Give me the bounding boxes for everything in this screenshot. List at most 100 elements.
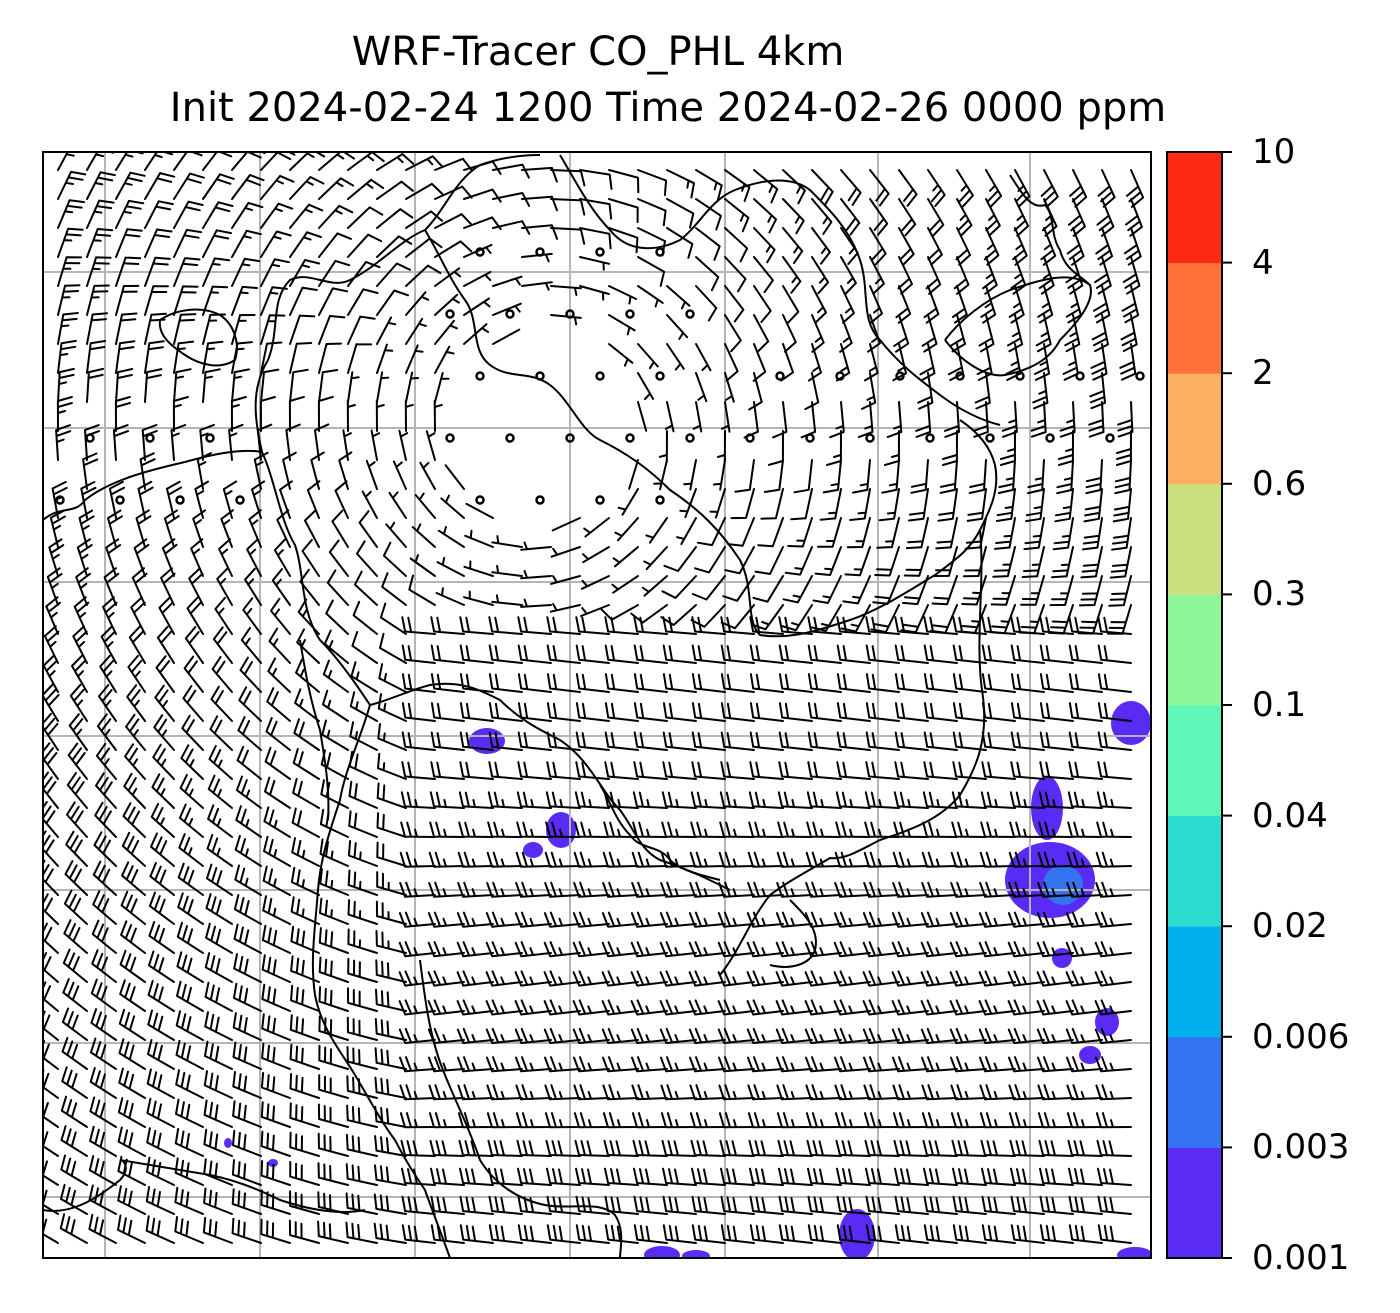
wind-barb	[746, 999, 784, 1016]
wind-barb	[72, 625, 88, 664]
wind-barb	[778, 673, 813, 693]
wind-barb	[377, 723, 407, 751]
colorbar-tick-label: 0.6	[1252, 463, 1307, 504]
wind-barb	[144, 228, 173, 258]
wind-barb	[1068, 761, 1103, 780]
wind-barb	[289, 1102, 320, 1128]
wind-barb	[488, 616, 523, 635]
wind-barb	[173, 313, 197, 345]
wind-barb	[318, 927, 349, 954]
wind-barb	[458, 1139, 494, 1157]
wind-barb	[573, 881, 610, 898]
wind-barb	[1036, 941, 1074, 958]
wind-barb	[434, 319, 458, 345]
wind-barb	[852, 459, 871, 494]
wind-barb	[289, 314, 316, 345]
wind-barb	[428, 1056, 465, 1073]
wind-barb	[749, 673, 784, 693]
wind-barb	[920, 941, 958, 958]
wind-barb	[322, 659, 349, 693]
wind-barb	[88, 1155, 117, 1186]
wind-barb	[782, 285, 800, 324]
wind-barb	[515, 1084, 552, 1101]
wind-barb	[575, 616, 610, 635]
wind-barb	[456, 1027, 494, 1044]
wind-barb	[436, 556, 465, 577]
wind-barb	[921, 881, 958, 898]
wind-barb	[150, 802, 175, 838]
wind-barb	[602, 1084, 639, 1101]
wind-barb	[425, 430, 436, 461]
wind-barb	[174, 1216, 204, 1244]
wind-barb	[214, 596, 233, 635]
wind-barb	[347, 928, 378, 954]
wind-barb	[979, 1084, 1016, 1101]
wind-barb	[782, 314, 797, 353]
map-background	[43, 152, 1151, 1258]
wind-barb	[833, 970, 871, 987]
wind-barb	[263, 835, 291, 867]
calm-marker	[685, 433, 695, 443]
wind-barb	[573, 851, 610, 868]
wind-barb	[105, 538, 122, 577]
wind-barb	[1010, 644, 1045, 664]
wind-barb	[660, 1056, 697, 1073]
wind-barb	[719, 821, 755, 838]
calm-marker	[985, 433, 995, 443]
wind-barb	[486, 851, 523, 868]
wind-barb	[691, 644, 726, 664]
wind-barb	[399, 1112, 436, 1129]
co-plume	[523, 842, 543, 858]
wind-barb	[115, 284, 140, 316]
wind-barb	[666, 314, 689, 340]
wind-barb	[90, 1037, 117, 1070]
wind-barb	[57, 152, 85, 171]
wind-barb	[631, 851, 668, 868]
wind-barb	[949, 999, 987, 1016]
wind-barb	[1068, 702, 1103, 722]
wind-barb	[163, 509, 180, 548]
wind-barb	[691, 761, 726, 780]
wind-barb	[374, 1047, 407, 1070]
wind-barb	[1096, 198, 1115, 237]
wind-barb	[1020, 575, 1045, 606]
wind-barb	[1067, 198, 1086, 237]
wind-barb	[915, 401, 932, 438]
wind-barb	[892, 343, 907, 382]
wind-barb	[891, 941, 929, 958]
wind-barb	[952, 1167, 987, 1186]
wind-barb	[921, 1112, 958, 1129]
wind-barb	[485, 941, 523, 958]
wind-barb	[260, 368, 280, 403]
wind-barb	[331, 509, 349, 548]
wind-barb	[117, 1185, 146, 1215]
wind-barb	[1039, 673, 1074, 693]
wind-barb	[1065, 970, 1103, 987]
calm-marker	[655, 371, 665, 381]
wind-barb	[956, 198, 973, 237]
wind-barb	[347, 206, 384, 229]
calm-marker	[475, 371, 485, 381]
wind-barb	[865, 1167, 900, 1186]
wind-barb	[695, 169, 723, 201]
wind-barb	[630, 999, 668, 1016]
wind-barb	[43, 1160, 59, 1186]
wind-barb	[746, 911, 784, 928]
wind-barb	[144, 312, 167, 345]
wind-barb	[545, 821, 581, 838]
wind-barb	[347, 371, 360, 403]
wind-barb	[370, 429, 381, 461]
calm-marker	[565, 433, 575, 443]
wind-barb	[805, 851, 842, 868]
wind-barb	[546, 1195, 581, 1215]
wind-barb	[717, 1027, 755, 1044]
wind-barb	[430, 616, 465, 635]
wind-barb	[546, 731, 581, 751]
wind-barb	[61, 1036, 88, 1070]
calm-marker	[505, 309, 515, 319]
wind-barb	[550, 285, 582, 296]
wind-barb	[347, 869, 378, 896]
wind-barb	[994, 517, 1016, 550]
wind-barb	[492, 328, 521, 345]
